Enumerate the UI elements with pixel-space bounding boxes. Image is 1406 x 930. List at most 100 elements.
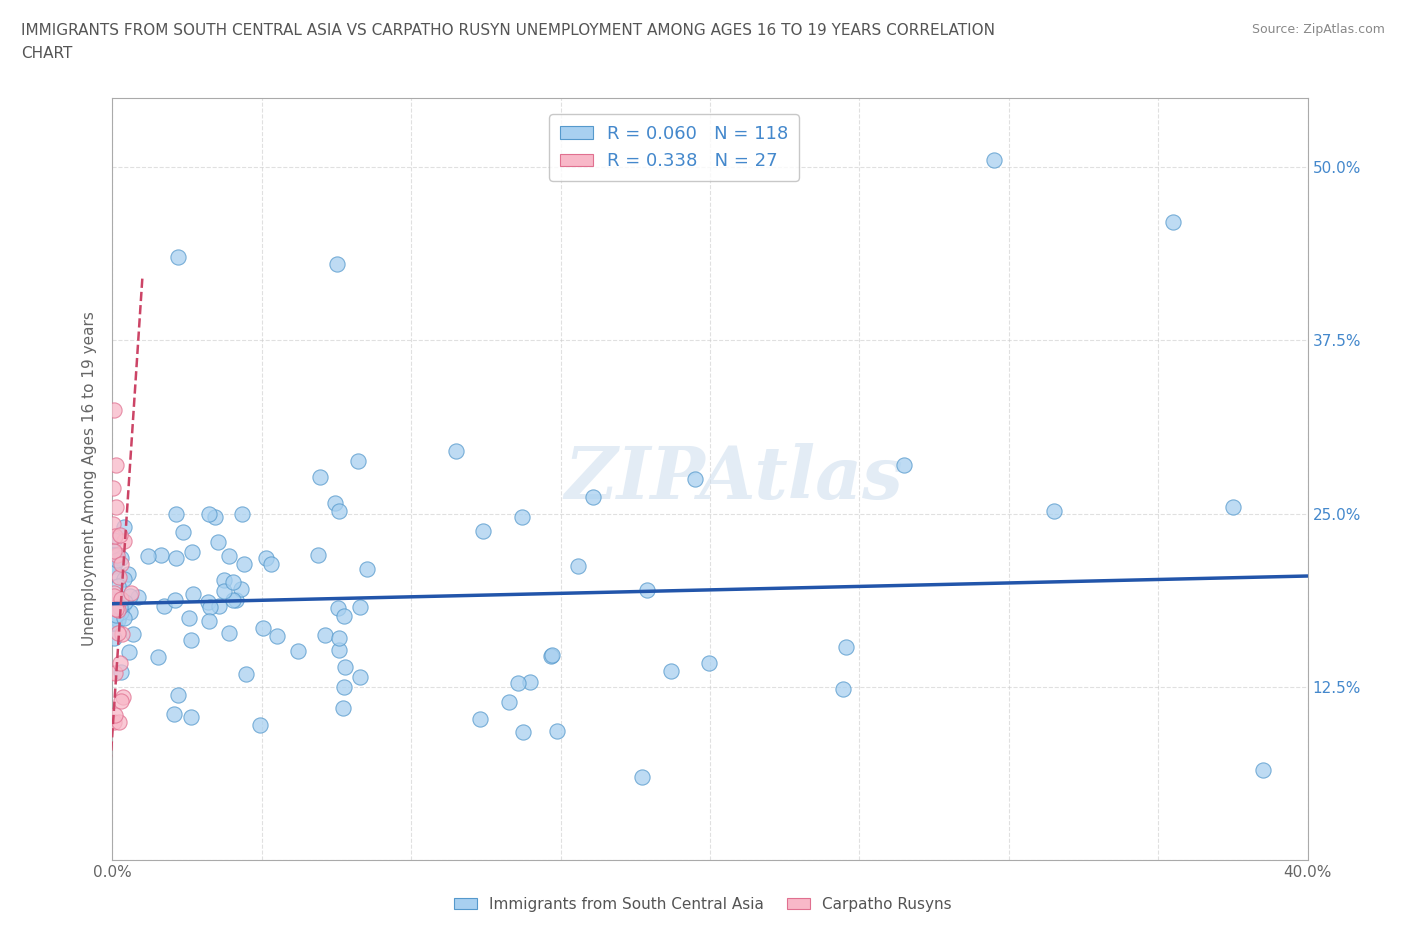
Point (349, 600, 371, 615)
Point (107, 626, 129, 641)
Point (177, 610, 200, 625)
Point (661, 663, 683, 678)
Point (582, 489, 605, 504)
Point (118, 604, 141, 619)
Point (103, 589, 125, 604)
Point (118, 589, 141, 604)
Point (287, 644, 309, 658)
Point (831, 681, 853, 696)
Point (631, 770, 654, 785)
Point (103, 557, 125, 572)
Point (103, 547, 125, 562)
Point (540, 649, 562, 664)
Point (328, 601, 350, 616)
Point (107, 613, 129, 628)
Point (1161, 215, 1184, 230)
Point (308, 470, 330, 485)
Point (254, 551, 277, 565)
Point (235, 667, 257, 682)
Text: CHART: CHART (21, 46, 73, 61)
Point (112, 520, 135, 535)
Point (110, 592, 132, 607)
Point (200, 600, 222, 615)
Point (163, 592, 186, 607)
Point (512, 724, 534, 739)
Point (1042, 503, 1064, 518)
Point (120, 586, 142, 601)
Point (105, 552, 128, 567)
Point (229, 581, 252, 596)
Point (103, 631, 125, 645)
Point (149, 548, 172, 563)
Point (103, 544, 125, 559)
Point (349, 670, 371, 684)
Point (249, 718, 271, 733)
Point (103, 714, 125, 729)
Point (108, 599, 131, 614)
Point (197, 506, 219, 521)
Point (105, 458, 128, 472)
Point (108, 570, 131, 585)
Point (207, 535, 229, 550)
Point (163, 707, 186, 722)
Point (112, 611, 135, 626)
Point (104, 552, 127, 567)
Point (121, 626, 143, 641)
Point (104, 707, 127, 722)
Point (181, 587, 204, 602)
Point (983, 153, 1005, 167)
Point (103, 558, 125, 573)
Point (180, 710, 202, 724)
Point (233, 557, 256, 572)
Point (834, 640, 856, 655)
Point (104, 607, 127, 622)
Point (105, 550, 128, 565)
Point (335, 659, 357, 674)
Point (118, 644, 141, 659)
Point (266, 629, 288, 644)
Y-axis label: Unemployment Among Ages 16 to 19 years: Unemployment Among Ages 16 to 19 years (82, 312, 97, 646)
Point (110, 605, 132, 620)
Point (697, 656, 720, 671)
Point (110, 551, 132, 565)
Point (114, 594, 136, 609)
Point (108, 714, 131, 729)
Text: Source: ZipAtlas.com: Source: ZipAtlas.com (1251, 23, 1385, 36)
Point (108, 528, 131, 543)
Point (510, 509, 533, 524)
Point (323, 495, 346, 510)
Point (165, 506, 187, 521)
Point (103, 551, 125, 566)
Point (127, 589, 149, 604)
Point (683, 472, 706, 486)
Point (208, 599, 231, 614)
Point (103, 517, 125, 532)
Point (103, 532, 125, 547)
Point (108, 656, 131, 671)
Point (105, 606, 128, 621)
Point (107, 548, 129, 563)
Point (111, 627, 134, 642)
Legend: R = 0.060   N = 118, R = 0.338   N = 27: R = 0.060 N = 118, R = 0.338 N = 27 (550, 114, 799, 181)
Legend: Immigrants from South Central Asia, Carpatho Rusyns: Immigrants from South Central Asia, Carp… (449, 891, 957, 918)
Point (333, 679, 356, 694)
Point (332, 700, 354, 715)
Point (328, 643, 350, 658)
Point (332, 609, 354, 624)
Point (221, 575, 243, 590)
Point (146, 650, 169, 665)
Point (222, 592, 245, 607)
Point (117, 566, 139, 581)
Point (167, 249, 190, 264)
Point (567, 559, 589, 574)
Text: ZIPAtlas: ZIPAtlas (565, 444, 903, 514)
Point (104, 528, 127, 543)
Point (180, 545, 202, 560)
Point (103, 615, 125, 630)
Point (152, 598, 174, 613)
Point (498, 695, 520, 710)
Point (107, 578, 129, 593)
Point (110, 665, 132, 680)
Point (468, 711, 491, 726)
Point (204, 509, 226, 524)
